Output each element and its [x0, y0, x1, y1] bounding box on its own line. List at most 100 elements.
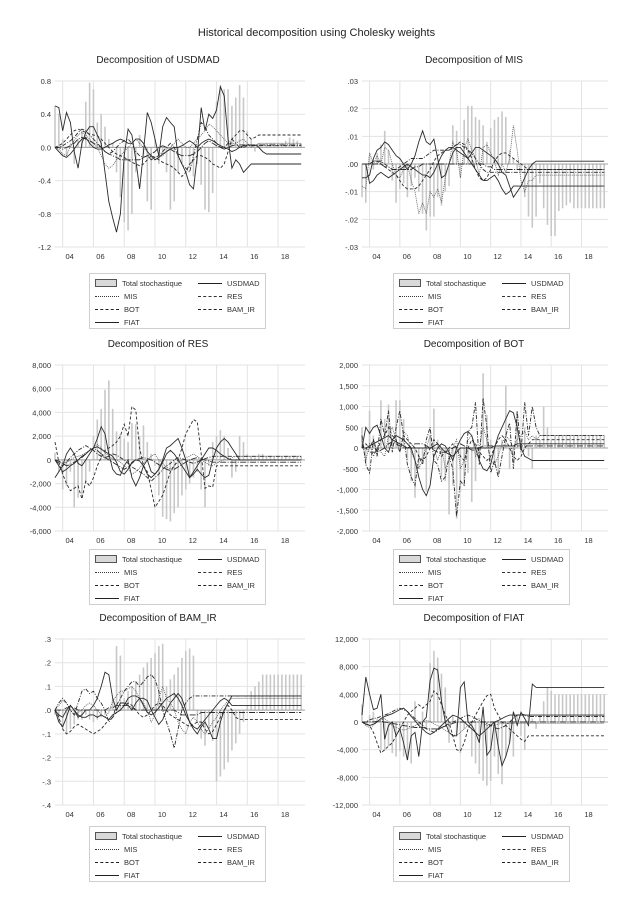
- bar-total-stochastique: [380, 144, 382, 164]
- bar-total-stochastique: [142, 425, 145, 460]
- bar-total-stochastique: [111, 698, 114, 711]
- bar-total-stochastique: [527, 448, 530, 457]
- bar-total-stochastique: [92, 89, 95, 148]
- x-tick-label: 08: [433, 536, 441, 545]
- bar-total-stochastique: [470, 722, 473, 757]
- bar-total-stochastique: [535, 722, 537, 729]
- legend-item-mis: MIS: [95, 291, 137, 301]
- legend-item-usdmad: USDMAD: [502, 831, 564, 841]
- legend-item-bot: BOT: [95, 304, 139, 314]
- bar-total-stochastique: [188, 147, 191, 169]
- y-tick-label: -0.4: [38, 177, 51, 186]
- bar-total-stochastique: [470, 448, 473, 502]
- series-line-res: [361, 690, 605, 754]
- bar-total-stochastique: [452, 125, 454, 164]
- legend-label: USDMAD: [531, 831, 564, 841]
- panel-bam-ir: Decomposition of BAM_IR .3 .2 .1 .0 -.1 -.2 -.…: [0, 613, 316, 893]
- bar-total-stochastique: [204, 710, 206, 746]
- legend-label: Total stochastique: [122, 831, 183, 841]
- series-line-mis: [54, 123, 302, 169]
- bar-total-stochastique: [215, 101, 218, 148]
- legend-label: MIS: [428, 567, 442, 577]
- legend-label: BAM_IR: [227, 857, 255, 867]
- x-tick-label: 14: [219, 252, 227, 261]
- chart-title: Decomposition of FIAT: [423, 613, 525, 624]
- bar-total-stochastique: [542, 701, 545, 722]
- bar-total-stochastique: [364, 448, 367, 465]
- bar-total-stochastique: [84, 101, 87, 148]
- bar-total-stochastique: [569, 435, 571, 448]
- legend-swatch-line-icon: [95, 597, 119, 599]
- bar-total-stochastique: [372, 711, 375, 722]
- legend-label: RES: [227, 567, 243, 577]
- bar-total-stochastique: [595, 435, 598, 448]
- bar-total-stochastique: [523, 722, 526, 750]
- bar-total-stochastique: [368, 410, 371, 448]
- chart-title: Decomposition of BOT: [423, 339, 525, 350]
- bar-total-stochastique: [77, 459, 79, 498]
- legend-label: RES: [531, 567, 547, 577]
- series-line-bot: [54, 674, 302, 749]
- chart-title: Decomposition of MIS: [425, 55, 523, 66]
- legend: Total stochastique USDMAD MIS RES BOT BAM_IR F…: [393, 273, 570, 329]
- legend-label: FIAT: [428, 870, 444, 880]
- x-tick-label: 10: [463, 810, 471, 819]
- legend-label: MIS: [124, 291, 138, 301]
- legend-label: USDMAD: [227, 831, 260, 841]
- legend-item-fiat: FIAT: [399, 317, 444, 327]
- bar-total-stochastique: [387, 404, 390, 448]
- bar-total-stochastique: [463, 722, 465, 729]
- legend-swatch-line-icon: [95, 295, 119, 297]
- bar-total-stochastique: [478, 448, 481, 461]
- legend-label: USDMAD: [531, 554, 564, 564]
- bar-total-stochastique: [580, 435, 583, 448]
- y-tick-label: -.4: [42, 801, 51, 810]
- x-tick-label: 16: [250, 252, 258, 261]
- bar-total-stochastique: [380, 722, 382, 750]
- y-tick-label: -1.2: [38, 243, 51, 252]
- bar-total-stochastique: [531, 448, 534, 469]
- bar-total-stochastique: [576, 694, 579, 722]
- bar-total-stochastique: [554, 435, 556, 448]
- legend-item-total-stochastique: Total stochastique: [95, 554, 182, 564]
- y-tick-label: 12,000: [335, 635, 358, 644]
- bar-total-stochastique: [246, 705, 249, 711]
- bar-total-stochastique: [452, 715, 454, 722]
- bar-total-stochastique: [188, 459, 191, 484]
- bar-total-stochastique: [296, 674, 299, 711]
- bar-total-stochastique: [554, 694, 556, 722]
- bar-total-stochastique: [508, 722, 511, 743]
- bar-total-stochastique: [288, 137, 291, 148]
- panel-mis: Decomposition of MIS .03 .02 .01 .00 -.01 -.0…: [316, 55, 632, 335]
- legend-item-total-stochastique: Total stochastique: [95, 831, 182, 841]
- bar-total-stochastique: [527, 164, 530, 217]
- bar-total-stochastique: [512, 448, 515, 461]
- bar-total-stochastique: [273, 674, 276, 711]
- chart-fiat: 12,000 8,000 4,000 0 -4,000 -8,000 -12,000 04 06…: [333, 635, 608, 819]
- bar-total-stochastique: [250, 139, 252, 148]
- bar-total-stochastique: [238, 436, 241, 460]
- legend-item-bam-ir: BAM_IR: [502, 304, 559, 314]
- bar-total-stochastique: [104, 389, 106, 460]
- bar-total-stochastique: [448, 164, 450, 187]
- bar-total-stochastique: [546, 427, 549, 448]
- bar-total-stochastique: [65, 147, 68, 156]
- bar-total-stochastique: [146, 662, 149, 711]
- series-line-usdmad: [361, 667, 605, 768]
- bar-total-stochastique: [150, 147, 152, 210]
- bar-total-stochastique: [558, 435, 560, 448]
- bar-total-stochastique: [158, 459, 160, 496]
- legend: Total stochastique USDMAD MIS RES BOT BAM_IR F…: [393, 549, 570, 605]
- series-line-usdmad: [361, 410, 605, 497]
- legend-swatch-line-icon: [95, 571, 119, 573]
- bar-total-stochastique: [516, 164, 518, 170]
- y-tick-label: -12,000: [333, 801, 358, 810]
- y-tick-label: -4,000: [30, 503, 51, 512]
- legend-swatch-line-icon: [502, 835, 526, 837]
- bar-total-stochastique: [154, 653, 156, 711]
- x-tick-label: 10: [158, 252, 166, 261]
- bar-total-stochastique: [215, 710, 218, 782]
- legend-label: USDMAD: [227, 278, 260, 288]
- bar-total-stochastique: [265, 456, 268, 460]
- bar-total-stochastique: [482, 373, 484, 448]
